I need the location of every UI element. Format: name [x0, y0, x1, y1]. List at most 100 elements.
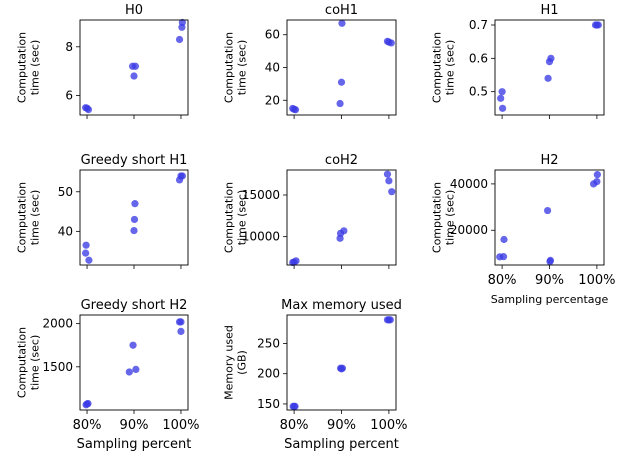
data-point — [132, 365, 140, 374]
x-tick-label: 90% — [535, 273, 564, 288]
data-point — [547, 54, 555, 62]
y-axis-label: Computationtime (sec) — [16, 182, 42, 253]
panel-title: coH2 — [325, 153, 358, 168]
panel-1: H0 6 8 Computationtime (sec) — [16, 3, 189, 119]
data-point — [498, 104, 507, 112]
y-tick-label: 0.6 — [469, 51, 488, 65]
y-tick-label: 0.7 — [469, 18, 488, 32]
data-point — [131, 62, 140, 70]
y-axis-label-line: time (sec) — [444, 190, 457, 245]
y-axis-label-line: time (sec) — [29, 40, 42, 95]
panel-title: Greedy short H1 — [81, 153, 188, 168]
data-point — [84, 106, 93, 114]
data-point — [175, 35, 184, 44]
data-point — [500, 235, 508, 244]
panel-7: Greedy short H2 1500 2000 80% 90% 100% Computa… — [16, 298, 200, 452]
data-point — [291, 402, 299, 410]
y-axis-label: Memory used(GB) — [223, 325, 249, 400]
x-tick-label: 80% — [280, 418, 309, 433]
data-point — [125, 368, 133, 376]
panel-title: Max memory used — [281, 298, 402, 313]
plot-frame — [79, 314, 189, 411]
y-tick-label: 2000 — [42, 317, 73, 331]
y-tick-label: 1500 — [42, 360, 73, 374]
plot-frame — [79, 169, 189, 266]
data-point — [82, 241, 90, 249]
data-point — [544, 74, 552, 82]
y-axis-label: Computationtime (sec) — [223, 182, 249, 253]
y-axis-label-line: time (sec) — [444, 40, 457, 95]
y-tick-label: 8 — [65, 40, 73, 54]
plot-frame — [286, 169, 397, 266]
data-point — [544, 206, 552, 215]
data-point — [177, 318, 185, 326]
data-point — [387, 39, 395, 47]
y-tick-label: 50 — [58, 185, 73, 199]
plot-frame — [494, 169, 605, 266]
y-axis-label-line: Computation — [431, 32, 444, 103]
y-axis-label-line: time (sec) — [236, 190, 249, 245]
data-point — [292, 257, 300, 265]
y-axis-label-line: Computation — [431, 182, 444, 253]
data-point — [546, 256, 555, 264]
data-point — [84, 399, 92, 408]
y-tick-label: 20 — [265, 93, 280, 107]
data-point — [383, 170, 392, 178]
y-tick-label: 15000 — [242, 188, 280, 202]
data-point — [291, 106, 300, 114]
panel-2: coH1 20 40 60 Computationtime (sec) — [223, 3, 397, 119]
plot-frame — [286, 19, 397, 116]
y-axis-label-line: Memory used — [223, 325, 236, 400]
y-tick-label: 150 — [257, 397, 280, 411]
y-axis-label-line: time (sec) — [29, 190, 42, 245]
x-tick-label: 80% — [488, 273, 517, 288]
x-axis-label: Sampling percent — [284, 437, 399, 452]
data-point — [594, 21, 602, 29]
x-tick-label: 100% — [578, 273, 615, 288]
x-tick-label: 90% — [327, 418, 356, 433]
panel-3: H1 0.5 0.6 0.7 Computationtime (sec) — [431, 3, 605, 119]
x-axis-label: Sampling percent — [77, 437, 192, 452]
y-axis-label: Computationtime (sec) — [223, 32, 249, 103]
data-point — [178, 172, 186, 180]
x-axis-label: Sampling percentage — [491, 293, 609, 306]
y-axis-label-line: Computation — [16, 32, 29, 103]
data-point — [338, 364, 347, 372]
y-tick-label: 10000 — [242, 230, 280, 244]
data-point — [338, 19, 346, 27]
panel-title: H2 — [540, 153, 558, 168]
y-axis-label-line: time (sec) — [236, 40, 249, 95]
data-point — [337, 78, 346, 86]
y-axis-label-line: Computation — [16, 327, 29, 398]
y-axis-label: Computationtime (sec) — [431, 32, 457, 103]
data-point — [498, 88, 506, 96]
panel-8: Max memory used 150 200 250 80% 90% 100% Memory… — [223, 298, 408, 452]
data-point — [385, 177, 393, 185]
y-tick-label: 6 — [65, 89, 73, 103]
data-point — [130, 226, 138, 235]
y-axis-label-line: Computation — [223, 182, 236, 253]
y-tick-label: 200 — [257, 367, 280, 381]
y-axis-label-line: Computation — [16, 182, 29, 253]
data-point — [178, 18, 186, 27]
data-point — [130, 72, 138, 80]
x-tick-label: 100% — [162, 418, 199, 433]
data-point — [386, 316, 394, 324]
y-tick-label: 0.5 — [469, 85, 488, 99]
data-point — [177, 327, 185, 336]
y-tick-label: 250 — [257, 336, 280, 350]
plot-frame — [494, 19, 605, 116]
y-axis-label: Computationtime (sec) — [16, 327, 42, 398]
y-axis-label-line: (GB) — [236, 350, 249, 375]
data-point — [131, 200, 139, 208]
x-tick-label: 80% — [73, 418, 102, 433]
data-point — [340, 227, 348, 235]
data-point — [129, 341, 137, 349]
data-point — [130, 215, 139, 224]
x-tick-label: 90% — [120, 418, 149, 433]
panel-title: Greedy short H2 — [81, 298, 188, 313]
y-axis-label-line: time (sec) — [29, 335, 42, 390]
panel-title: H1 — [540, 3, 558, 18]
